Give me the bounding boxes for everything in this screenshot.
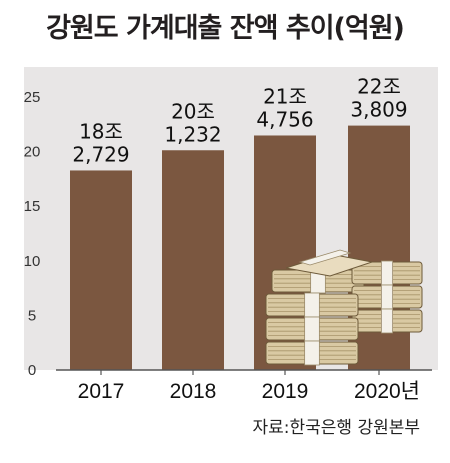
data-label-eok: 4,756 (256, 107, 313, 131)
data-label-jo: 21조 (263, 84, 307, 108)
bundle-band (380, 260, 393, 286)
data-label-eok: 3,809 (350, 98, 407, 122)
data-label-eok: 1,232 (164, 122, 221, 146)
money-bundle-illustration (265, 249, 423, 366)
y-tick-label: 5 (28, 307, 36, 324)
bar (162, 150, 224, 370)
source-note: 자료:한국은행 강원본부 (252, 418, 420, 438)
data-label-jo: 22조 (357, 75, 401, 99)
bar (70, 170, 132, 370)
bundle-band (304, 292, 320, 318)
data-label-eok: 2,729 (72, 142, 129, 166)
bundle-band (304, 316, 320, 342)
data-label-jo: 18조 (79, 119, 123, 143)
bundle-band (304, 340, 320, 366)
x-tick-label: 2019 (262, 380, 309, 403)
x-tick-label: 2018 (170, 380, 217, 403)
y-tick-label: 15 (24, 198, 41, 215)
bundle-band (380, 308, 393, 334)
x-tick-label: 2020년 (354, 380, 420, 403)
x-tick-label: 2017 (78, 380, 125, 403)
chart-title: 강원도 가계대출 잔액 추이(억원) (46, 13, 405, 44)
bundle-band (380, 284, 393, 310)
data-label-jo: 20조 (171, 99, 215, 123)
y-tick-label: 10 (24, 253, 41, 270)
y-tick-label: 25 (24, 89, 41, 106)
bundle-band (298, 249, 352, 266)
y-tick-label: 0 (28, 362, 36, 379)
y-tick-label: 20 (24, 144, 41, 161)
